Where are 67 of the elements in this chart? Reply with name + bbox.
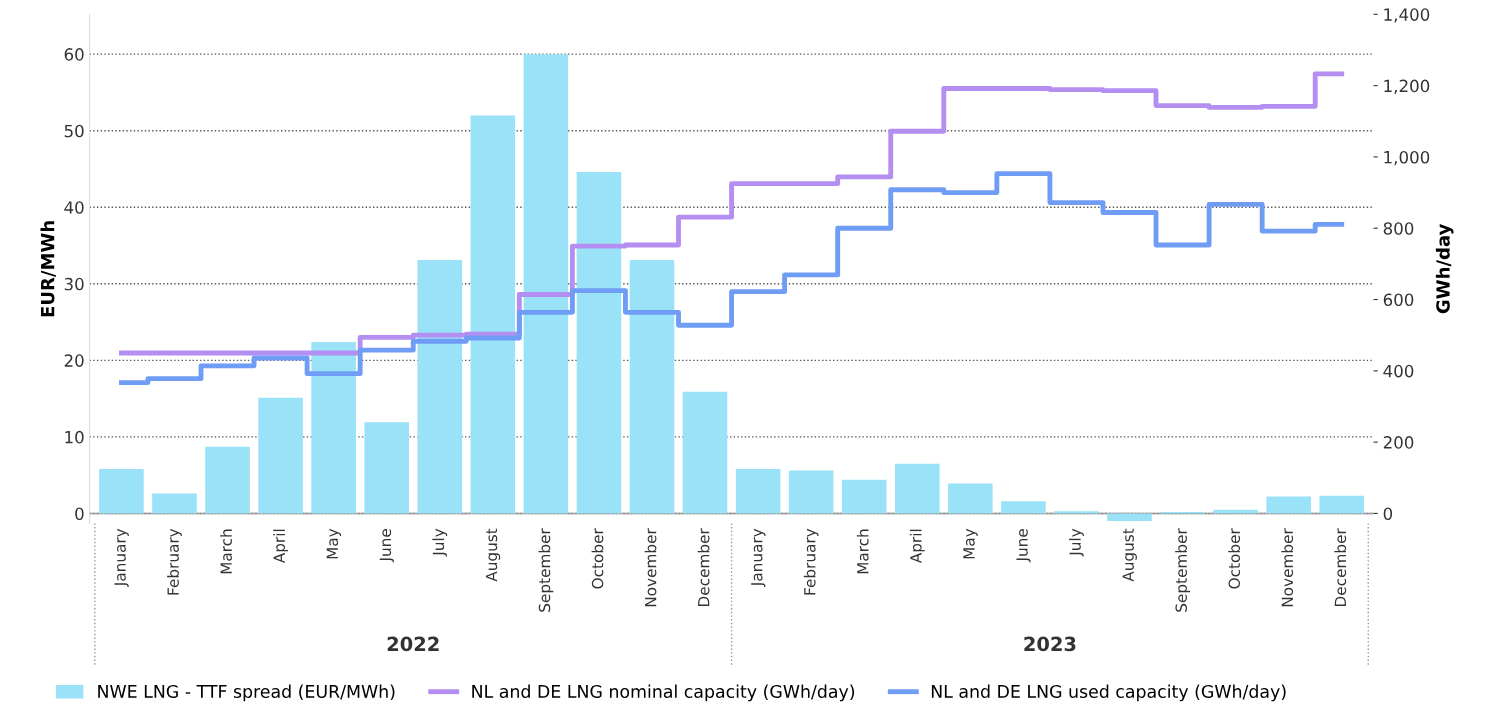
y-tick-label: 0 (75, 507, 84, 521)
bar (841, 479, 887, 514)
bar (99, 469, 144, 514)
x-tick-label: August (485, 528, 501, 582)
x-tick-label: March (220, 529, 232, 574)
y2-tick-label: 800 (1383, 222, 1414, 235)
y-tick-label: 60 (64, 48, 84, 61)
y2-tick-label: 1,000 (1384, 150, 1430, 166)
bar (470, 115, 516, 514)
x-tick-label: January (751, 528, 766, 587)
bar (629, 260, 675, 514)
bar (1319, 495, 1365, 514)
legend-label: NL and DE LNG used capacity (GWh/day) (931, 684, 1286, 702)
x-tick-label: June (379, 529, 394, 563)
x-tick-label: April (909, 529, 925, 564)
y-tick-label: 50 (64, 124, 84, 138)
text: 2022 (387, 636, 439, 652)
bar (1001, 501, 1046, 514)
x-tick-label: November (644, 528, 657, 607)
x-tick-label: May (326, 528, 342, 559)
bar (523, 54, 569, 514)
bar (682, 391, 728, 514)
bar (417, 260, 463, 514)
bar (735, 469, 781, 514)
legend-label: NWE LNG - TTF spread (EUR/MWh) (98, 684, 395, 702)
bar (311, 341, 356, 514)
y2-tick-label: 0 (1383, 507, 1393, 520)
x-tick-label: June (1016, 529, 1031, 563)
bar (948, 483, 993, 514)
bar (576, 172, 622, 514)
x-tick-label: August (1122, 528, 1137, 582)
x-tick-label: October (591, 528, 604, 589)
y-tick-label: 30 (64, 277, 84, 291)
y2-axis-title: GWh/day (1435, 223, 1454, 314)
bar (152, 493, 197, 514)
x-tick-label: February (803, 528, 819, 595)
bar (1266, 496, 1311, 514)
y-tick-label: 10 (65, 430, 84, 444)
legend-label: NL and DE LNG nominal capacity (GWh/day) (472, 684, 855, 702)
x-tick-label: July (1069, 528, 1084, 557)
bar (258, 397, 303, 514)
x-tick-label: February (167, 528, 182, 595)
bar (894, 463, 940, 514)
x-tick-label: September (538, 528, 554, 612)
y2-tick-label: 1,400 (1384, 8, 1430, 23)
x-tick-label: December (697, 528, 710, 606)
x-tick-label: April (273, 529, 288, 564)
y-axis-title: EUR/MWh (40, 221, 56, 317)
y2-tick-label: 1,200 (1384, 79, 1430, 94)
y-tick-label: 20 (64, 354, 84, 367)
x-tick-label: September (1175, 528, 1190, 612)
x-tick-label: July (432, 528, 448, 557)
y-tick-label: 40 (64, 201, 84, 214)
x-tick-label: March (856, 529, 869, 574)
x-tick-label: November (1281, 528, 1294, 607)
x-tick-label: December (1334, 528, 1347, 606)
x-tick-label: October (1228, 528, 1241, 589)
text: 2023 (1024, 636, 1076, 652)
bar (364, 422, 409, 514)
bar (205, 446, 250, 514)
x-tick-label: May (963, 528, 978, 559)
y2-tick-label: 600 (1383, 293, 1414, 307)
x-tick-label: January (114, 528, 129, 587)
y2-tick-label: 400 (1383, 364, 1414, 378)
bar (1107, 513, 1152, 522)
bar (788, 470, 834, 514)
y2-tick-label: 200 (1383, 436, 1414, 449)
